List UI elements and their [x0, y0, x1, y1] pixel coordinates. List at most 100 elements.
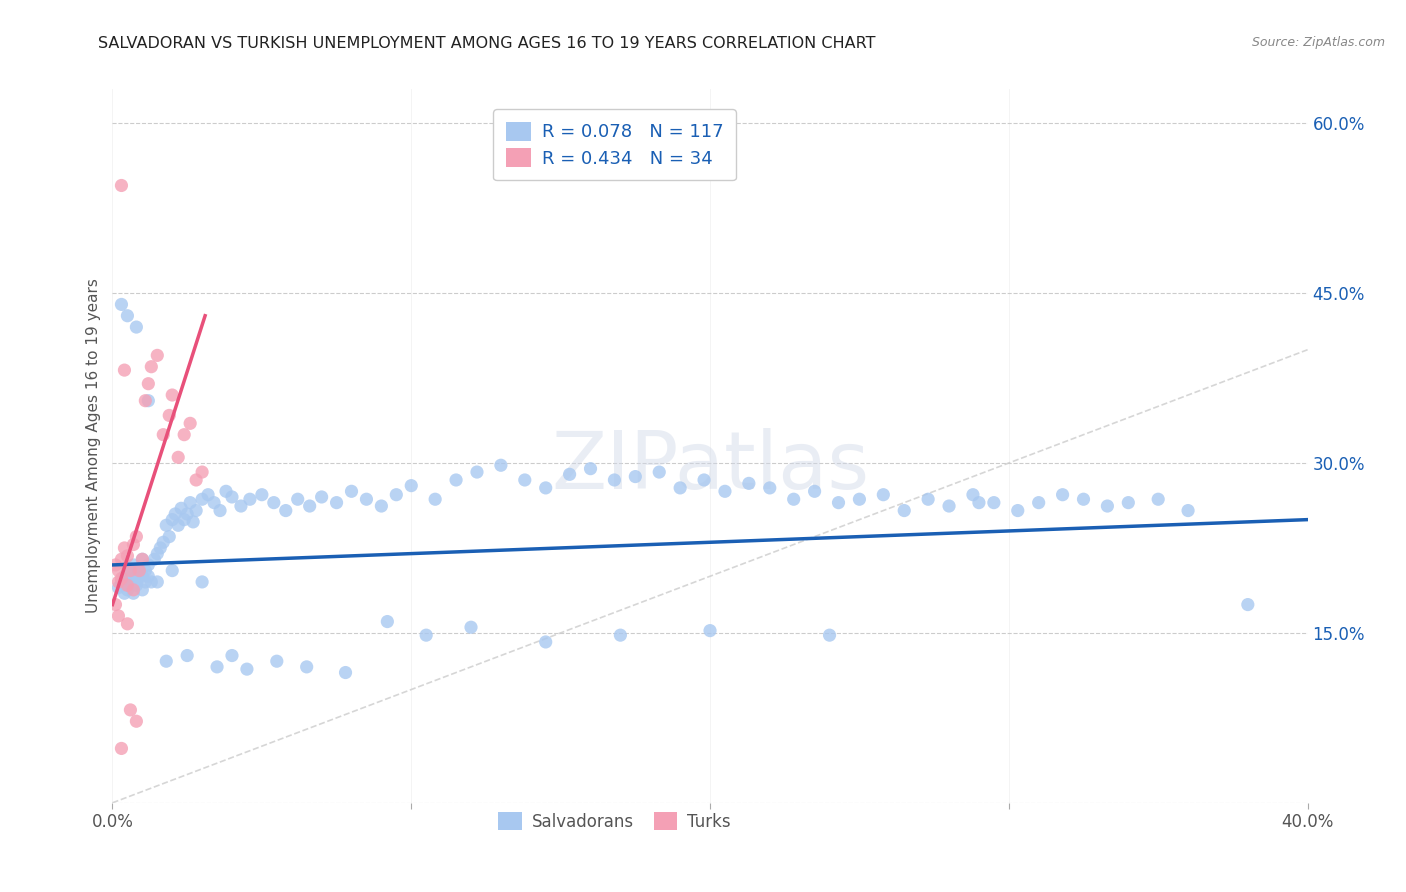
Point: [295, 660, 318, 674]
Point: [603, 473, 626, 487]
Point: [983, 495, 1005, 509]
Point: [107, 581, 129, 595]
Point: [110, 552, 132, 566]
Point: [534, 635, 557, 649]
Point: [250, 488, 273, 502]
Point: [114, 541, 135, 555]
Point: [138, 376, 160, 391]
Point: [967, 495, 990, 509]
Point: [157, 409, 180, 423]
Point: [624, 469, 647, 483]
Point: [141, 574, 163, 589]
Point: [415, 628, 437, 642]
Point: [370, 499, 392, 513]
Point: [173, 513, 195, 527]
Point: [179, 417, 201, 431]
Point: [181, 515, 204, 529]
Point: [460, 620, 482, 634]
Point: [783, 492, 806, 507]
Point: [131, 552, 153, 566]
Point: [186, 503, 208, 517]
Point: [134, 393, 156, 408]
Point: [693, 473, 716, 487]
Point: [149, 541, 172, 555]
Point: [110, 572, 132, 586]
Point: [122, 572, 145, 586]
Point: [114, 363, 135, 377]
Point: [120, 703, 142, 717]
Point: [114, 569, 135, 583]
Point: [131, 569, 153, 583]
Point: [122, 582, 145, 597]
Point: [356, 492, 378, 507]
Point: [221, 490, 243, 504]
Point: [1028, 495, 1050, 509]
Point: [579, 461, 602, 475]
Point: [128, 569, 150, 583]
Point: [1147, 492, 1170, 507]
Point: [120, 564, 142, 578]
Point: [274, 503, 297, 517]
Point: [134, 564, 156, 578]
Point: [191, 492, 214, 507]
Point: [128, 564, 150, 578]
Point: [205, 660, 228, 674]
Point: [138, 393, 160, 408]
Point: [155, 518, 177, 533]
Point: [110, 574, 132, 589]
Point: [155, 654, 177, 668]
Point: [962, 488, 984, 502]
Point: [669, 481, 692, 495]
Point: [534, 481, 557, 495]
Point: [176, 507, 198, 521]
Point: [138, 558, 160, 572]
Point: [125, 578, 148, 592]
Point: [1237, 598, 1260, 612]
Point: [117, 616, 139, 631]
Point: [239, 492, 262, 507]
Point: [179, 495, 201, 509]
Point: [340, 484, 363, 499]
Point: [122, 537, 145, 551]
Point: [221, 648, 243, 663]
Point: [114, 586, 135, 600]
Point: [401, 478, 423, 492]
Point: [107, 574, 129, 589]
Point: [162, 388, 183, 402]
Point: [167, 450, 190, 465]
Point: [938, 499, 960, 513]
Point: [425, 492, 447, 507]
Point: [489, 458, 512, 473]
Y-axis label: Unemployment Among Ages 16 to 19 years: Unemployment Among Ages 16 to 19 years: [86, 278, 101, 614]
Point: [1073, 492, 1095, 507]
Point: [146, 574, 169, 589]
Point: [1118, 495, 1140, 509]
Point: [107, 608, 129, 623]
Point: [893, 503, 915, 517]
Point: [266, 654, 288, 668]
Point: [170, 501, 193, 516]
Point: [167, 518, 190, 533]
Point: [609, 628, 631, 642]
Point: [287, 492, 309, 507]
Point: [117, 582, 139, 597]
Point: [162, 564, 183, 578]
Point: [236, 662, 259, 676]
Point: [117, 309, 139, 323]
Point: [215, 484, 238, 499]
Point: [125, 530, 148, 544]
Point: [827, 495, 849, 509]
Point: [120, 572, 142, 586]
Point: [131, 552, 153, 566]
Point: [848, 492, 870, 507]
Point: [298, 499, 321, 513]
Point: [818, 628, 841, 642]
Point: [152, 535, 174, 549]
Point: [117, 560, 139, 574]
Point: [872, 488, 894, 502]
Point: [558, 467, 581, 482]
Point: [162, 513, 183, 527]
Point: [122, 558, 145, 572]
Point: [759, 481, 782, 495]
Point: [648, 465, 671, 479]
